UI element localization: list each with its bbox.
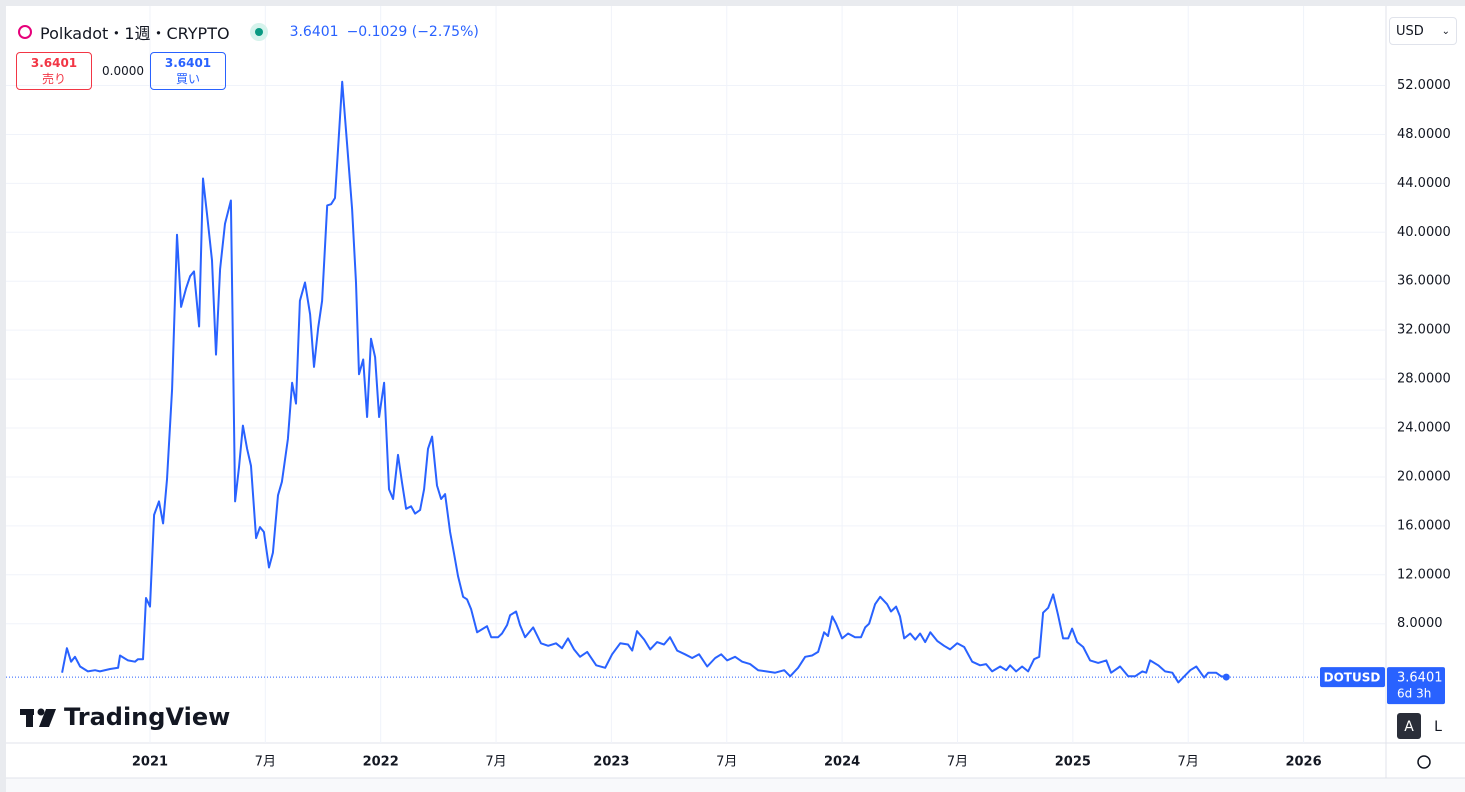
price-change: −0.1029 (−2.75%): [346, 24, 479, 40]
auto-scale-label[interactable]: A: [1404, 719, 1414, 735]
x-tick-label: 7月: [716, 755, 737, 770]
logo-icon: [39, 709, 56, 727]
y-tick-label: 36.0000: [1397, 274, 1451, 289]
symbol-icon: [18, 25, 32, 39]
y-tick-label: 44.0000: [1397, 176, 1451, 191]
y-tick-label: 8.0000: [1397, 616, 1443, 631]
y-tick-label: 20.0000: [1397, 469, 1451, 484]
symbol-badge-label: DOTUSD: [1324, 671, 1381, 685]
bottom-strip: [6, 778, 1465, 792]
sell-price[interactable]: 3.6401: [30, 56, 78, 70]
price-badge-label: 3.6401: [1397, 671, 1443, 686]
logo: TradingView: [20, 703, 230, 731]
last-price: 3.6401: [289, 24, 339, 40]
legend: Polkadot・1週・CRYPTO 3.6401 −0.1029 (−2.75…: [18, 20, 479, 44]
symbol-title: Polkadot・1週・CRYPTO: [40, 24, 230, 43]
y-tick-label: 24.0000: [1397, 421, 1451, 436]
spread: 0.0000: [102, 64, 144, 78]
last-point: [1222, 673, 1230, 681]
x-tick-label: 2023: [593, 755, 629, 770]
auto-scale-button[interactable]: [1397, 713, 1421, 739]
buy-price[interactable]: 3.6401: [164, 56, 212, 70]
log-scale-label[interactable]: L: [1434, 719, 1442, 735]
currency-label[interactable]: USD: [1396, 24, 1424, 39]
left-border: [0, 0, 6, 792]
dropdown-arrow[interactable]: ⌄: [1441, 26, 1450, 37]
y-tick-label: 28.0000: [1397, 372, 1451, 387]
top-border: [0, 0, 1465, 6]
x-tick-label: 7月: [1178, 755, 1199, 770]
y-tick-label: 40.0000: [1397, 225, 1451, 240]
y-tick-label: 48.0000: [1397, 127, 1451, 142]
sell-label[interactable]: 売り: [41, 72, 66, 86]
x-tick-label: 2024: [824, 755, 860, 770]
buy-button[interactable]: 3.6401 買い: [150, 52, 226, 90]
y-tick-label: 32.0000: [1397, 323, 1451, 338]
logo-text: TradingView: [64, 703, 230, 731]
x-tick-label: 2022: [363, 755, 399, 770]
x-tick-label: 7月: [255, 755, 276, 770]
currency-select[interactable]: USD ⌄: [1389, 17, 1457, 45]
settings-icon[interactable]: [1417, 755, 1431, 769]
symbol-badge: [1320, 667, 1385, 688]
y-tick-label: 52.0000: [1397, 78, 1451, 93]
x-tick-label: 2025: [1055, 755, 1091, 770]
x-tick-label: 7月: [485, 755, 506, 770]
x-tick-label: 2026: [1285, 755, 1321, 770]
y-tick-label: 16.0000: [1397, 518, 1451, 533]
countdown-label: 6d 3h: [1397, 687, 1431, 701]
x-tick-label: 2021: [132, 755, 168, 770]
sell-button[interactable]: 3.6401 売り: [16, 52, 92, 90]
logo-icon: [26, 709, 33, 727]
x-tick-label: 7月: [947, 755, 968, 770]
y-tick-label: 12.0000: [1397, 567, 1451, 582]
buy-label[interactable]: 買い: [175, 72, 200, 86]
market-status[interactable]: [249, 23, 268, 41]
price-badge: [1387, 667, 1445, 705]
status-dot: [254, 28, 263, 36]
logo-icon: [37, 708, 45, 716]
price-line: [61, 80, 1227, 684]
